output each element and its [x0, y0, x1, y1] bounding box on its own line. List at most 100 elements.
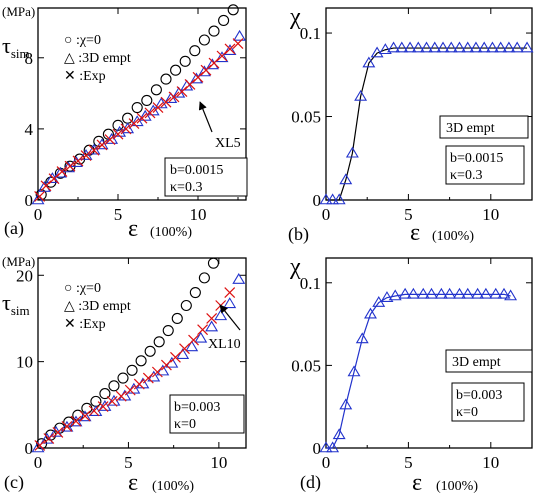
y-tick-label: 0 [313, 191, 322, 210]
x-tick-label: 5 [404, 453, 413, 472]
x-tick-label: 0 [34, 453, 43, 472]
panel-b-label: (b) [288, 224, 309, 245]
data-point [189, 286, 201, 299]
x-tick-label: 0 [322, 453, 331, 472]
panel-a: (MPa) τsim 0 5 10 0 4 8 ○ :χ=0 △ :3D empt ✕ :… [2, 4, 248, 242]
data-point [156, 364, 170, 376]
x-tick-label: 0 [322, 205, 331, 224]
data-point [355, 332, 369, 344]
data-point [34, 439, 46, 451]
panel-a-annotation-box [164, 157, 248, 197]
panel-b-plot: 0 5 10 0 0.05 0.1 [291, 7, 534, 224]
panel-a-legend: ○ :χ=0 △ :3D empt ✕ :Exp [64, 33, 131, 84]
x-tick-label: 10 [210, 453, 227, 472]
data-point [144, 345, 156, 357]
panel-b-annot-2: κ=0.3 [450, 168, 482, 183]
data-point [78, 410, 92, 422]
data-point [88, 405, 100, 417]
y-tick-label: 10 [16, 353, 33, 372]
data-point [214, 309, 228, 321]
data-point [339, 398, 353, 410]
data-point [411, 41, 425, 53]
legend-b-1: 3D empt [446, 121, 495, 136]
data-point [326, 193, 340, 205]
data-point [510, 41, 524, 53]
panel-c-annot-2: κ=0 [174, 417, 196, 432]
data-point [141, 94, 153, 106]
panel-b-xlabel-unit: (100%) [432, 229, 474, 244]
panel-b-legend: 3D empt [439, 115, 529, 139]
data-point [425, 287, 438, 299]
data-point [180, 299, 192, 312]
data-point [133, 378, 145, 390]
panel-b-annotation: b=0.0015 κ=0.3 [445, 145, 525, 185]
data-point [406, 287, 420, 299]
legend-d-1: 3D empt [452, 355, 501, 370]
data-point [224, 43, 236, 55]
data-point [96, 139, 108, 151]
data-point [56, 166, 68, 177]
data-point [380, 291, 394, 302]
panel-d-annotation-box [451, 382, 525, 422]
panel-d: χ 0 5 10 0 0.05 0.1 3D empt b=0.003 κ=0 (d) ε… [289, 254, 533, 496]
panel-d-label: (d) [300, 472, 321, 493]
data-point [160, 359, 172, 371]
data-point [223, 44, 237, 55]
data-point [364, 307, 377, 319]
data-point [469, 41, 483, 53]
data-point [93, 135, 105, 147]
data-point [461, 41, 475, 53]
y-tick-label: 20 [16, 266, 33, 285]
data-point [115, 390, 127, 402]
plot-frame [325, 7, 533, 201]
data-point [497, 287, 511, 299]
legend-c-2: △ :3D empt [64, 299, 131, 314]
panel-c-ylabel-sub: sim [11, 303, 30, 318]
y-tick-label: 0.05 [291, 108, 321, 127]
data-point [61, 420, 73, 432]
data-point [362, 56, 376, 68]
data-point [378, 43, 392, 55]
data-point [81, 402, 93, 414]
data-point [434, 287, 448, 299]
panel-b-annotation-box [445, 145, 525, 185]
data-point [69, 415, 83, 427]
data-point [395, 41, 409, 53]
y-tick-label: 8 [25, 49, 34, 68]
data-point [198, 272, 210, 284]
panel-d-annot-1: b=0.003 [456, 388, 502, 403]
data-point [489, 287, 503, 299]
data-point [70, 415, 82, 427]
data-point [179, 343, 190, 355]
data-point [176, 86, 188, 97]
panel-a-unit: (MPa) [2, 4, 35, 19]
panel-a-xlabel-unit: (100%) [150, 225, 192, 240]
panel-d-legend: 3D empt [445, 349, 533, 373]
y-tick-label: 0 [313, 439, 322, 458]
data-point [200, 64, 212, 76]
data-point [205, 320, 219, 332]
data-point [131, 102, 143, 114]
panel-d-xlabel-main: ε [412, 470, 422, 496]
legend-c-3: ✕ :Exp [64, 317, 106, 332]
data-point [345, 146, 359, 158]
data-point [170, 64, 182, 76]
data-point [215, 51, 229, 63]
x-tick-label: 5 [404, 205, 413, 224]
x-tick-label: 10 [190, 205, 207, 224]
data-point [80, 150, 92, 161]
data-point [332, 193, 346, 205]
data-point [387, 41, 401, 53]
panel-a-ylabel-sub: sim [11, 46, 30, 61]
x-tick-label: 10 [482, 205, 499, 224]
data-point [347, 365, 361, 377]
data-point [60, 420, 74, 432]
data-point [416, 287, 430, 299]
data-point [332, 428, 346, 440]
data-point [31, 193, 45, 205]
panel-a-annotation: b=0.0015 κ=0.3 [164, 157, 248, 197]
data-point [453, 287, 466, 299]
panel-c-ylabel-main: τ [2, 290, 11, 315]
data-point [117, 372, 129, 384]
data-point [72, 155, 84, 167]
